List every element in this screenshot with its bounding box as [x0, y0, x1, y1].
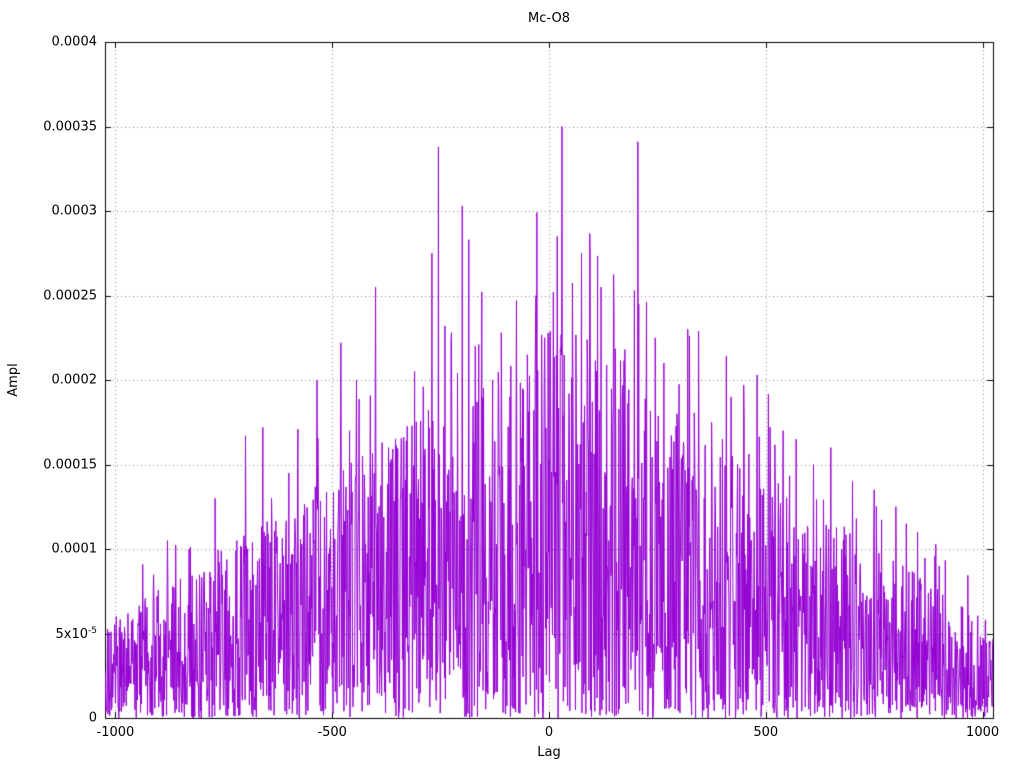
y-tick-label: 0.0002 — [51, 372, 98, 388]
x-tick-label: 0 — [544, 725, 554, 740]
y-tick-label: 0.00025 — [43, 288, 97, 303]
y-tick-label: 0.0001 — [51, 541, 98, 557]
x-tick-label: -500 — [317, 725, 347, 740]
y-tick-label: 0.00015 — [43, 457, 97, 472]
y-axis-label: Ampl — [6, 363, 21, 397]
x-tick-label: -1000 — [96, 725, 135, 740]
x-axis-label: Lag — [537, 745, 561, 760]
y-tick-label: 0.00035 — [43, 119, 97, 134]
y-tick-label: 0.0004 — [51, 34, 98, 50]
x-tick-label: 500 — [753, 725, 779, 740]
y-tick-label: 0.0003 — [51, 203, 98, 219]
x-tick-label: 1000 — [966, 725, 1000, 740]
y-tick-label: 0 — [88, 710, 97, 726]
y-tick-label: 5x10-5 — [55, 625, 98, 642]
chart-title: Mc-O8 — [528, 11, 570, 26]
